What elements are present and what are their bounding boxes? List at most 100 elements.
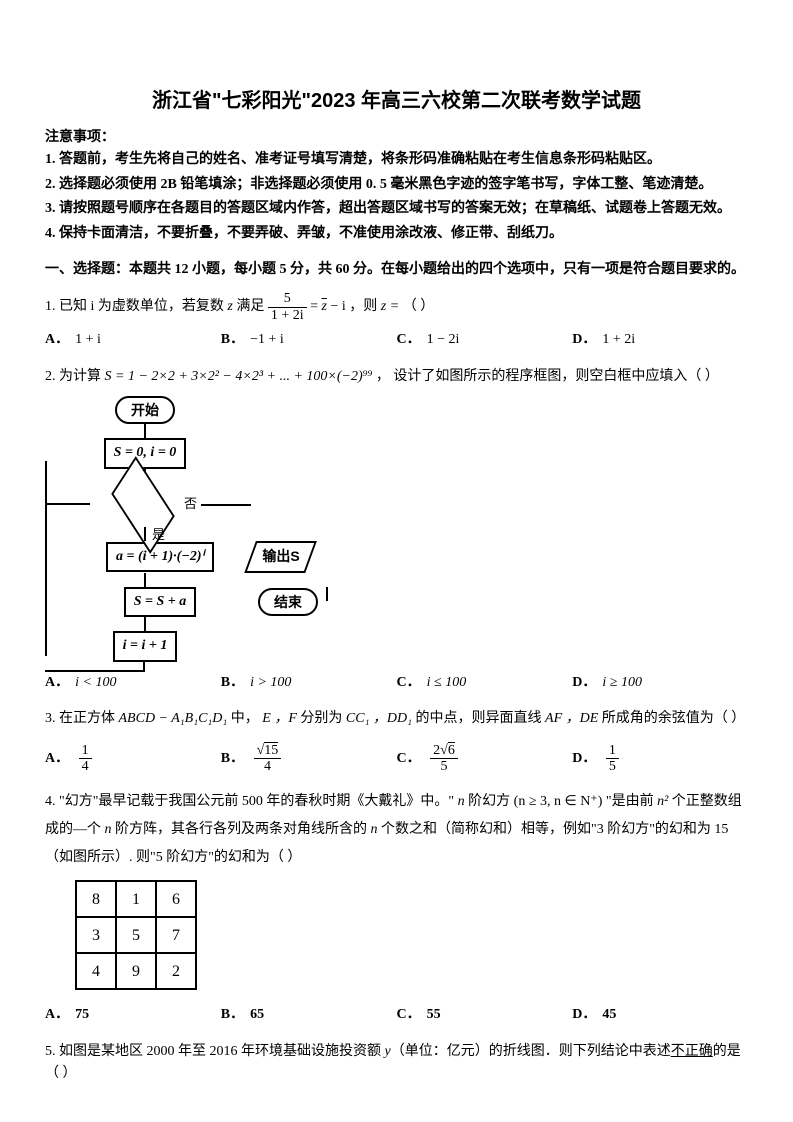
section-heading: 一、选择题：本题共 12 小题，每小题 5 分，共 60 分。在每小题给出的四个… <box>45 259 748 281</box>
opt-label: D． <box>572 332 596 347</box>
cell: 3 <box>76 917 116 953</box>
opt-frac: 2√65 <box>430 743 458 775</box>
q3-text: 所成角的余弦值为（ ） <box>602 711 746 726</box>
q5-stem: 5. 如图是某地区 2000 年至 2016 年环境基础设施投资额 y（单位：亿… <box>45 1041 748 1086</box>
num: 2√6 <box>430 743 458 759</box>
opt-label: C． <box>397 751 421 766</box>
q2-opt-c: C．i ≤ 100 <box>397 672 573 694</box>
q1-frac-num: 5 <box>268 291 307 307</box>
q4-n: n <box>458 794 465 809</box>
cell: 2 <box>156 953 196 989</box>
flow-assign-i: i = i + 1 <box>113 631 178 661</box>
opt-label: D． <box>572 1007 596 1022</box>
cell: 1 <box>116 881 156 917</box>
flow-arrow <box>144 617 146 631</box>
q5-y: y <box>385 1044 391 1059</box>
flow-yes-label: 是 <box>152 525 165 546</box>
q1-eq: = z − i <box>310 299 349 314</box>
rad: 15 <box>264 742 278 758</box>
q1-z: z <box>227 299 232 314</box>
q1-opt-b: B．−1 + i <box>221 329 397 351</box>
notice-item: 2. 选择题必须使用 2B 铅笔填涂；非选择题必须使用 0. 5 毫米黑色字迹的… <box>45 174 748 196</box>
q3-opt-c: C． 2√65 <box>397 743 573 775</box>
q4-text: "是由前 <box>606 794 657 809</box>
q3-text: 3. 在正方体 <box>45 711 115 726</box>
q3-options: A． 14 B． √154 C． 2√65 D． 15 <box>45 743 748 775</box>
flow-line <box>201 504 251 506</box>
q3-af: AF ，DE <box>545 711 602 726</box>
q3-ef: E ，F <box>262 711 297 726</box>
page-title: 浙江省"七彩阳光"2023 年高三六校第二次联考数学试题 <box>45 85 748 117</box>
opt-label: A． <box>45 1007 69 1022</box>
flow-arrow <box>144 424 146 438</box>
q3-text: 中， <box>231 711 259 726</box>
q1-options: A．1 + i B．−1 + i C．1 − 2i D．1 + 2i <box>45 329 748 351</box>
flow-loop-line <box>45 670 145 672</box>
flow-init: S = 0, i = 0 <box>104 438 187 468</box>
q1-zeq: z = <box>381 299 403 314</box>
q1-text: 满足 <box>236 299 264 314</box>
q2-opt-a: A．i < 100 <box>45 672 221 694</box>
question-1: 1. 已知 i 为虚数单位，若复数 z 满足 5 1 + 2i = z − i … <box>45 291 748 351</box>
q4-opt-c: C．55 <box>397 1004 573 1026</box>
num: 1 <box>606 743 619 759</box>
q1-fraction: 5 1 + 2i <box>268 291 307 323</box>
coef: 2 <box>433 743 440 758</box>
num: 1 <box>79 743 92 759</box>
den: 5 <box>430 759 458 774</box>
den: 5 <box>606 759 619 774</box>
opt-label: B． <box>221 751 244 766</box>
den: 4 <box>79 759 92 774</box>
notice-item: 1. 答题前，考生先将自己的姓名、准考证号填写清楚，将条形码准确粘贴在考生信息条… <box>45 149 748 171</box>
opt-label: B． <box>221 675 244 690</box>
q1-text: ，则 <box>349 299 377 314</box>
question-5: 5. 如图是某地区 2000 年至 2016 年环境基础设施投资额 y（单位：亿… <box>45 1041 748 1086</box>
q4-text: 4. "幻方"最早记载于我国公元前 500 年的春秋时期《大戴礼》中。" <box>45 794 454 809</box>
question-3: 3. 在正方体 ABCD − A₁B₁C₁D₁ 中， E ，F 分别为 CC₁ … <box>45 708 748 774</box>
flow-arrow <box>144 527 146 541</box>
cell: 8 <box>76 881 116 917</box>
notice-heading: 注意事项： <box>45 127 748 149</box>
opt-val: −1 + i <box>250 332 284 347</box>
den: 4 <box>254 759 282 774</box>
q2-text: ， 设计了如图所示的程序框图，则空白框中应填入（ ） <box>376 369 719 384</box>
opt-frac: √154 <box>254 743 282 775</box>
notice-item: 3. 请按照题号顺序在各题目的答题区域内作答，超出答题区域书写的答案无效；在草稿… <box>45 198 748 220</box>
opt-label: C． <box>397 332 421 347</box>
q4-options: A． 75 B．65 C．55 D．45 <box>45 1004 748 1026</box>
notice-item: 4. 保持卡面清洁，不要折叠，不要弄破、弄皱，不准使用涂改液、修正带、刮纸刀。 <box>45 223 748 245</box>
q2-options: A．i < 100 B． i > 100 C．i ≤ 100 D．i ≥ 100 <box>45 672 748 694</box>
flow-loop-line <box>143 662 145 672</box>
q2-stem: 2. 为计算 S = 1 − 2×2 + 3×2² − 4×2³ + ... +… <box>45 366 748 388</box>
q2-flowchart: 开始 S = 0, i = 0 否 是 a = (i + 1)·(−2)ⁱ 输出… <box>90 396 350 662</box>
opt-val: 75 <box>75 1007 89 1022</box>
rad: 6 <box>448 742 455 758</box>
opt-label: A． <box>45 675 69 690</box>
opt-val: i > 100 <box>250 675 291 690</box>
flow-assign-s: S = S + a <box>124 587 197 617</box>
notice-list: 1. 答题前，考生先将自己的姓名、准考证号填写清楚，将条形码准确粘贴在考生信息条… <box>45 149 748 245</box>
opt-label: C． <box>397 1007 421 1022</box>
flow-line <box>45 503 90 505</box>
opt-label: C． <box>397 675 421 690</box>
q4-opt-a: A． 75 <box>45 1004 221 1026</box>
opt-label: D． <box>572 675 596 690</box>
flow-assign-a: a = (i + 1)·(−2)ⁱ <box>106 542 214 572</box>
q1-opt-a: A．1 + i <box>45 329 221 351</box>
opt-label: A． <box>45 332 69 347</box>
opt-label: A． <box>45 751 69 766</box>
opt-label: D． <box>572 751 596 766</box>
q4-n: n <box>105 822 112 837</box>
flow-start: 开始 <box>115 396 175 424</box>
q4-opt-d: D．45 <box>572 1004 748 1026</box>
flow-no-label: 否 <box>184 494 197 515</box>
q4-opt-b: B．65 <box>221 1004 397 1026</box>
q3-stem: 3. 在正方体 ABCD − A₁B₁C₁D₁ 中， E ，F 分别为 CC₁ … <box>45 708 748 730</box>
opt-val: 1 + 2i <box>602 332 635 347</box>
q1-stem: 1. 已知 i 为虚数单位，若复数 z 满足 5 1 + 2i = z − i … <box>45 291 748 323</box>
cell: 7 <box>156 917 196 953</box>
question-4: 4. "幻方"最早记载于我国公元前 500 年的春秋时期《大戴礼》中。" n 阶… <box>45 788 748 1026</box>
q1-opt-d: D． 1 + 2i <box>572 329 748 351</box>
opt-frac: 15 <box>606 743 619 775</box>
q2-opt-d: D．i ≥ 100 <box>572 672 748 694</box>
